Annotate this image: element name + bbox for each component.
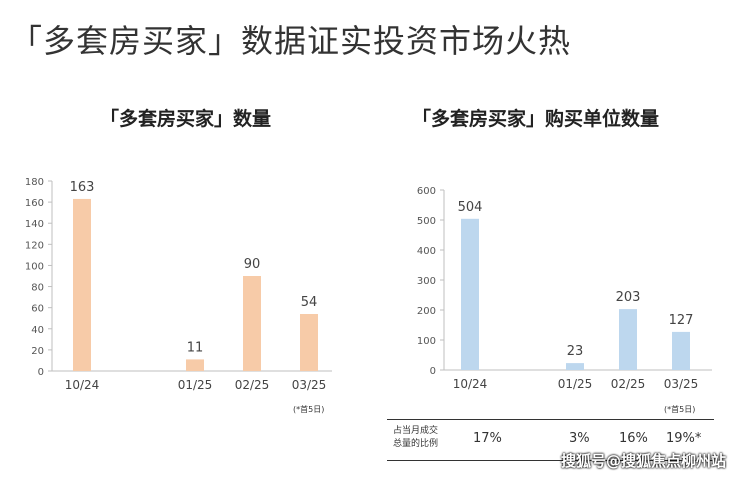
share-cell-0125: 3% xyxy=(569,431,590,446)
y-tick-label: 180 xyxy=(25,177,44,188)
share-cell-0325: 19%* xyxy=(666,431,702,446)
data-label: 163 xyxy=(70,180,95,195)
data-label: 504 xyxy=(458,200,483,215)
share-table: 占当月成交 总量的比例 17% 3% 16% 19%* xyxy=(387,419,714,461)
bar-01-25 xyxy=(186,359,204,371)
y-tick-label: 0 xyxy=(430,366,436,377)
y-tick-label: 40 xyxy=(31,325,44,336)
y-tick-label: 300 xyxy=(417,276,436,287)
y-tick-label: 80 xyxy=(31,283,44,294)
data-label: 23 xyxy=(567,344,584,359)
bar-10-24 xyxy=(461,218,479,370)
chart-1-title: 「多套房买家」数量 xyxy=(100,108,272,130)
y-tick-label: 600 xyxy=(417,186,436,197)
y-tick-label: 200 xyxy=(417,306,436,317)
x-tick-label: 03/25 xyxy=(292,378,327,392)
chart-buyers-count: 0 20 40 60 80 100 120 140 160 180 163 10/24 11 01/25 9… xyxy=(25,177,332,392)
y-tick-label: 0 xyxy=(38,367,44,378)
y-tick-label: 140 xyxy=(25,219,44,230)
page-headline: 「多套房买家」数据证实投资市场火热 xyxy=(10,22,572,60)
y-tick-label: 160 xyxy=(25,198,44,209)
y-tick-label: 500 xyxy=(417,216,436,227)
y-tick-label: 120 xyxy=(25,240,44,251)
y-tick-label: 400 xyxy=(417,246,436,257)
bar-02-25 xyxy=(619,309,637,370)
y-tick-label: 100 xyxy=(417,336,436,347)
chart-2-note: (*首5日) xyxy=(664,405,696,414)
share-cell-1024: 17% xyxy=(473,431,502,446)
share-row-label-line2: 总量的比例 xyxy=(393,439,439,449)
y-tick-label: 100 xyxy=(25,261,44,272)
data-label: 127 xyxy=(669,313,694,328)
chart-1-note: (*首5日) xyxy=(293,405,325,414)
bar-02-25 xyxy=(243,276,261,371)
share-cell-0225: 16% xyxy=(619,431,648,446)
watermark: 搜狐号@搜狐焦点柳州站 xyxy=(560,452,726,470)
y-tick-label: 60 xyxy=(31,304,44,315)
data-label: 203 xyxy=(616,290,641,305)
data-label: 54 xyxy=(301,295,318,310)
x-tick-label: 01/25 xyxy=(178,378,213,392)
x-tick-label: 10/24 xyxy=(453,377,488,391)
bar-03-25 xyxy=(672,331,690,370)
x-tick-label: 10/24 xyxy=(65,378,100,392)
data-label: 90 xyxy=(244,257,261,272)
bar-01-25 xyxy=(566,363,584,370)
x-tick-label: 02/25 xyxy=(611,377,646,391)
chart-units-purchased: 0 100 200 300 400 500 600 504 10/24 23 01/25 203 02/… xyxy=(417,186,712,391)
chart-2-title: 「多套房买家」购买单位数量 xyxy=(412,108,660,130)
x-tick-label: 01/25 xyxy=(558,377,593,391)
y-tick-label: 20 xyxy=(31,346,44,357)
x-tick-label: 02/25 xyxy=(235,378,270,392)
bar-10-24 xyxy=(73,198,91,371)
bar-03-25 xyxy=(300,314,318,371)
share-row-label: 占当月成交 总量的比例 xyxy=(393,425,438,451)
data-label: 11 xyxy=(187,340,204,355)
share-row-label-line1: 占当月成交 xyxy=(393,426,439,436)
x-tick-label: 03/25 xyxy=(664,377,699,391)
